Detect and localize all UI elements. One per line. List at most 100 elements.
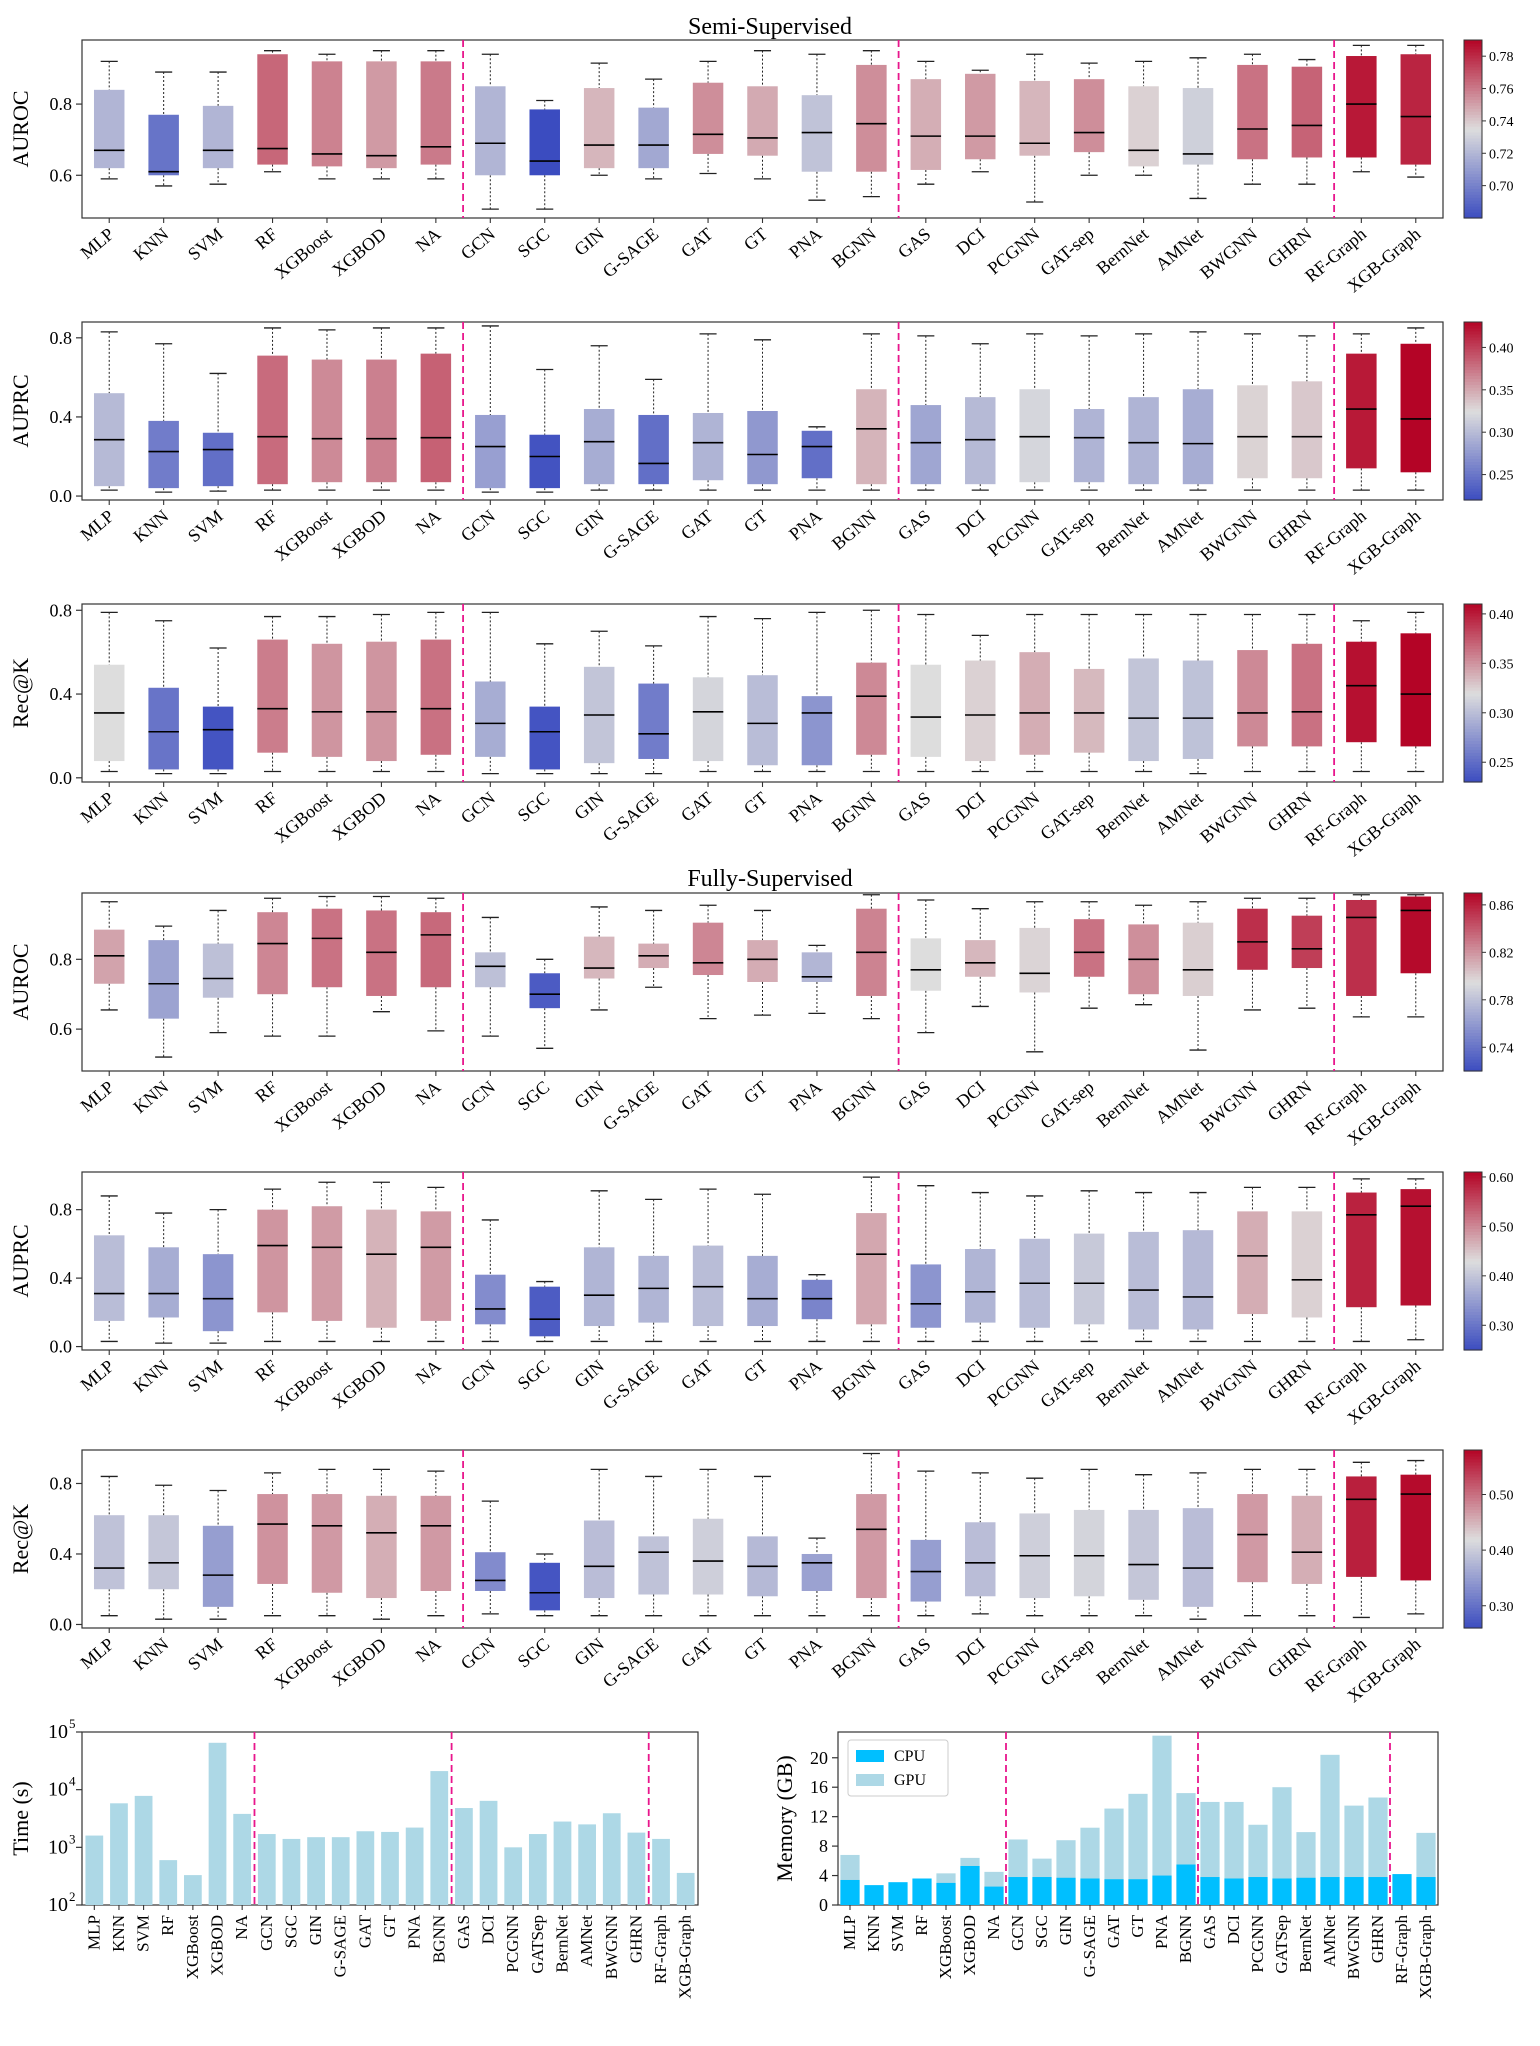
x-tick-label: KNN (129, 506, 172, 546)
x-tick-label: DCI (1224, 1915, 1243, 1945)
y-axis-label: Rec@K (8, 1504, 33, 1574)
colorbar-segment (1464, 143, 1482, 148)
colorbar-segment (1464, 693, 1482, 697)
colorbar-segment (1464, 761, 1482, 765)
x-tick-label: GCN (457, 1077, 499, 1117)
colorbar-segment (1464, 1210, 1482, 1215)
x-tick-label: RF-Graph (651, 1915, 670, 1984)
colorbar-tick-label: 0.70 (1489, 180, 1514, 195)
box-MLP (93, 929, 125, 984)
colorbar-segment (1464, 99, 1482, 103)
colorbar-segment (1464, 1056, 1482, 1060)
box-GIN (583, 88, 615, 169)
colorbar-segment (1464, 1029, 1482, 1034)
colorbar-segment (1464, 716, 1482, 721)
x-tick-label: BGNN (828, 788, 880, 836)
cpu-bar-G-SAGE (1080, 1878, 1100, 1905)
colorbar-segment (1464, 327, 1482, 332)
colorbar-segment (1464, 1044, 1482, 1048)
colorbar-segment (1464, 366, 1482, 371)
x-tick-label: XGBoost (936, 1915, 955, 1980)
colorbar-segment (1464, 1189, 1482, 1194)
x-tick-label: G-SAGE (599, 1077, 662, 1135)
colorbar-segment (1464, 1518, 1482, 1522)
colorbar-segment (1464, 1177, 1482, 1182)
bar-XGBOD (208, 1742, 227, 1905)
x-tick-label: BGNN (828, 1634, 880, 1682)
box-GAS (910, 1264, 942, 1328)
x-tick-label: RF (251, 224, 281, 253)
colorbar-segment (1464, 1035, 1482, 1039)
colorbar-segment (1464, 170, 1482, 175)
cpu-bar-RF-Graph (1392, 1874, 1412, 1905)
bar-RF-Graph (652, 1838, 670, 1905)
colorbar-segment (1464, 1032, 1482, 1036)
x-tick-label: PCGNN (984, 506, 1044, 561)
cpu-bar-GAT (1104, 1879, 1124, 1905)
cpu-bar-AMNet (1320, 1877, 1340, 1905)
x-tick-label: PNA (785, 1356, 825, 1394)
colorbar-segment (1464, 1281, 1482, 1286)
colorbar-segment (1464, 120, 1482, 124)
colorbar-segment (1464, 96, 1482, 100)
colorbar-segment (1464, 158, 1482, 163)
colorbar-segment (1464, 194, 1482, 198)
colorbar-segment (1464, 1613, 1482, 1617)
box-G-SAGE (638, 414, 669, 485)
bar-GAT (356, 1831, 375, 1905)
box-BWGNN (1237, 908, 1268, 970)
colorbar-segment (1464, 1326, 1482, 1330)
colorbar-segment (1464, 419, 1482, 424)
colorbar-tick-label: 0.74 (1489, 1041, 1514, 1056)
colorbar-segment (1464, 375, 1482, 379)
colorbar-segment (1464, 893, 1482, 897)
colorbar-segment (1464, 943, 1482, 947)
x-tick-label: DCI (952, 506, 989, 541)
x-tick-label: GAT (677, 224, 717, 262)
y-tick-label: 10 (48, 1721, 68, 1743)
x-tick-label: GAT (1104, 1914, 1123, 1948)
box-GHRN (1291, 643, 1323, 747)
colorbar-segment (1464, 690, 1482, 694)
x-tick-label: MLP (840, 1915, 859, 1950)
colorbar-segment (1464, 1509, 1482, 1513)
colorbar-segment (1464, 1183, 1482, 1188)
box-XGBOD (366, 641, 397, 762)
colorbar-segment (1464, 105, 1482, 109)
box-BGNN (856, 389, 887, 485)
bar-BWGNN (602, 1813, 621, 1905)
colorbar-segment (1464, 384, 1482, 388)
box-MLP (93, 1515, 125, 1590)
bar-GT (381, 1831, 399, 1905)
colorbar-segment (1464, 324, 1482, 329)
box-GHRN (1291, 915, 1323, 969)
colorbar-tick-label: 0.86 (1489, 899, 1514, 914)
x-tick-label: MLP (77, 506, 118, 545)
cpu-bar-DCI (1224, 1878, 1244, 1905)
box-GCN (475, 414, 506, 489)
box-GHRN (1291, 1495, 1323, 1584)
colorbar-segment (1464, 1580, 1482, 1585)
colorbar-segment (1464, 1216, 1482, 1221)
x-tick-label: GAT (677, 788, 717, 826)
y-tick-label: 0.0 (50, 1614, 73, 1634)
x-tick-label: GAT-sep (1036, 506, 1097, 562)
box-GAT (692, 412, 724, 481)
x-tick-label: SVM (184, 1634, 227, 1674)
box-XGBOD (366, 1495, 397, 1599)
x-tick-label: BernNet (1093, 788, 1153, 843)
colorbar-segment (1464, 752, 1482, 756)
colorbar-segment (1464, 624, 1482, 629)
colorbar-segment (1464, 654, 1482, 658)
colorbar-segment (1464, 48, 1482, 53)
box-SGC (529, 706, 560, 770)
x-tick-label: GT (740, 1634, 771, 1665)
cpu-bar-BGNN (1176, 1864, 1196, 1905)
colorbar-segment (1464, 961, 1482, 965)
colorbar-segment (1464, 669, 1482, 673)
colorbar-segment (1464, 425, 1482, 430)
colorbar-segment (1464, 895, 1482, 900)
x-tick-label: GAT (677, 1077, 717, 1115)
colorbar-segment (1464, 719, 1482, 724)
